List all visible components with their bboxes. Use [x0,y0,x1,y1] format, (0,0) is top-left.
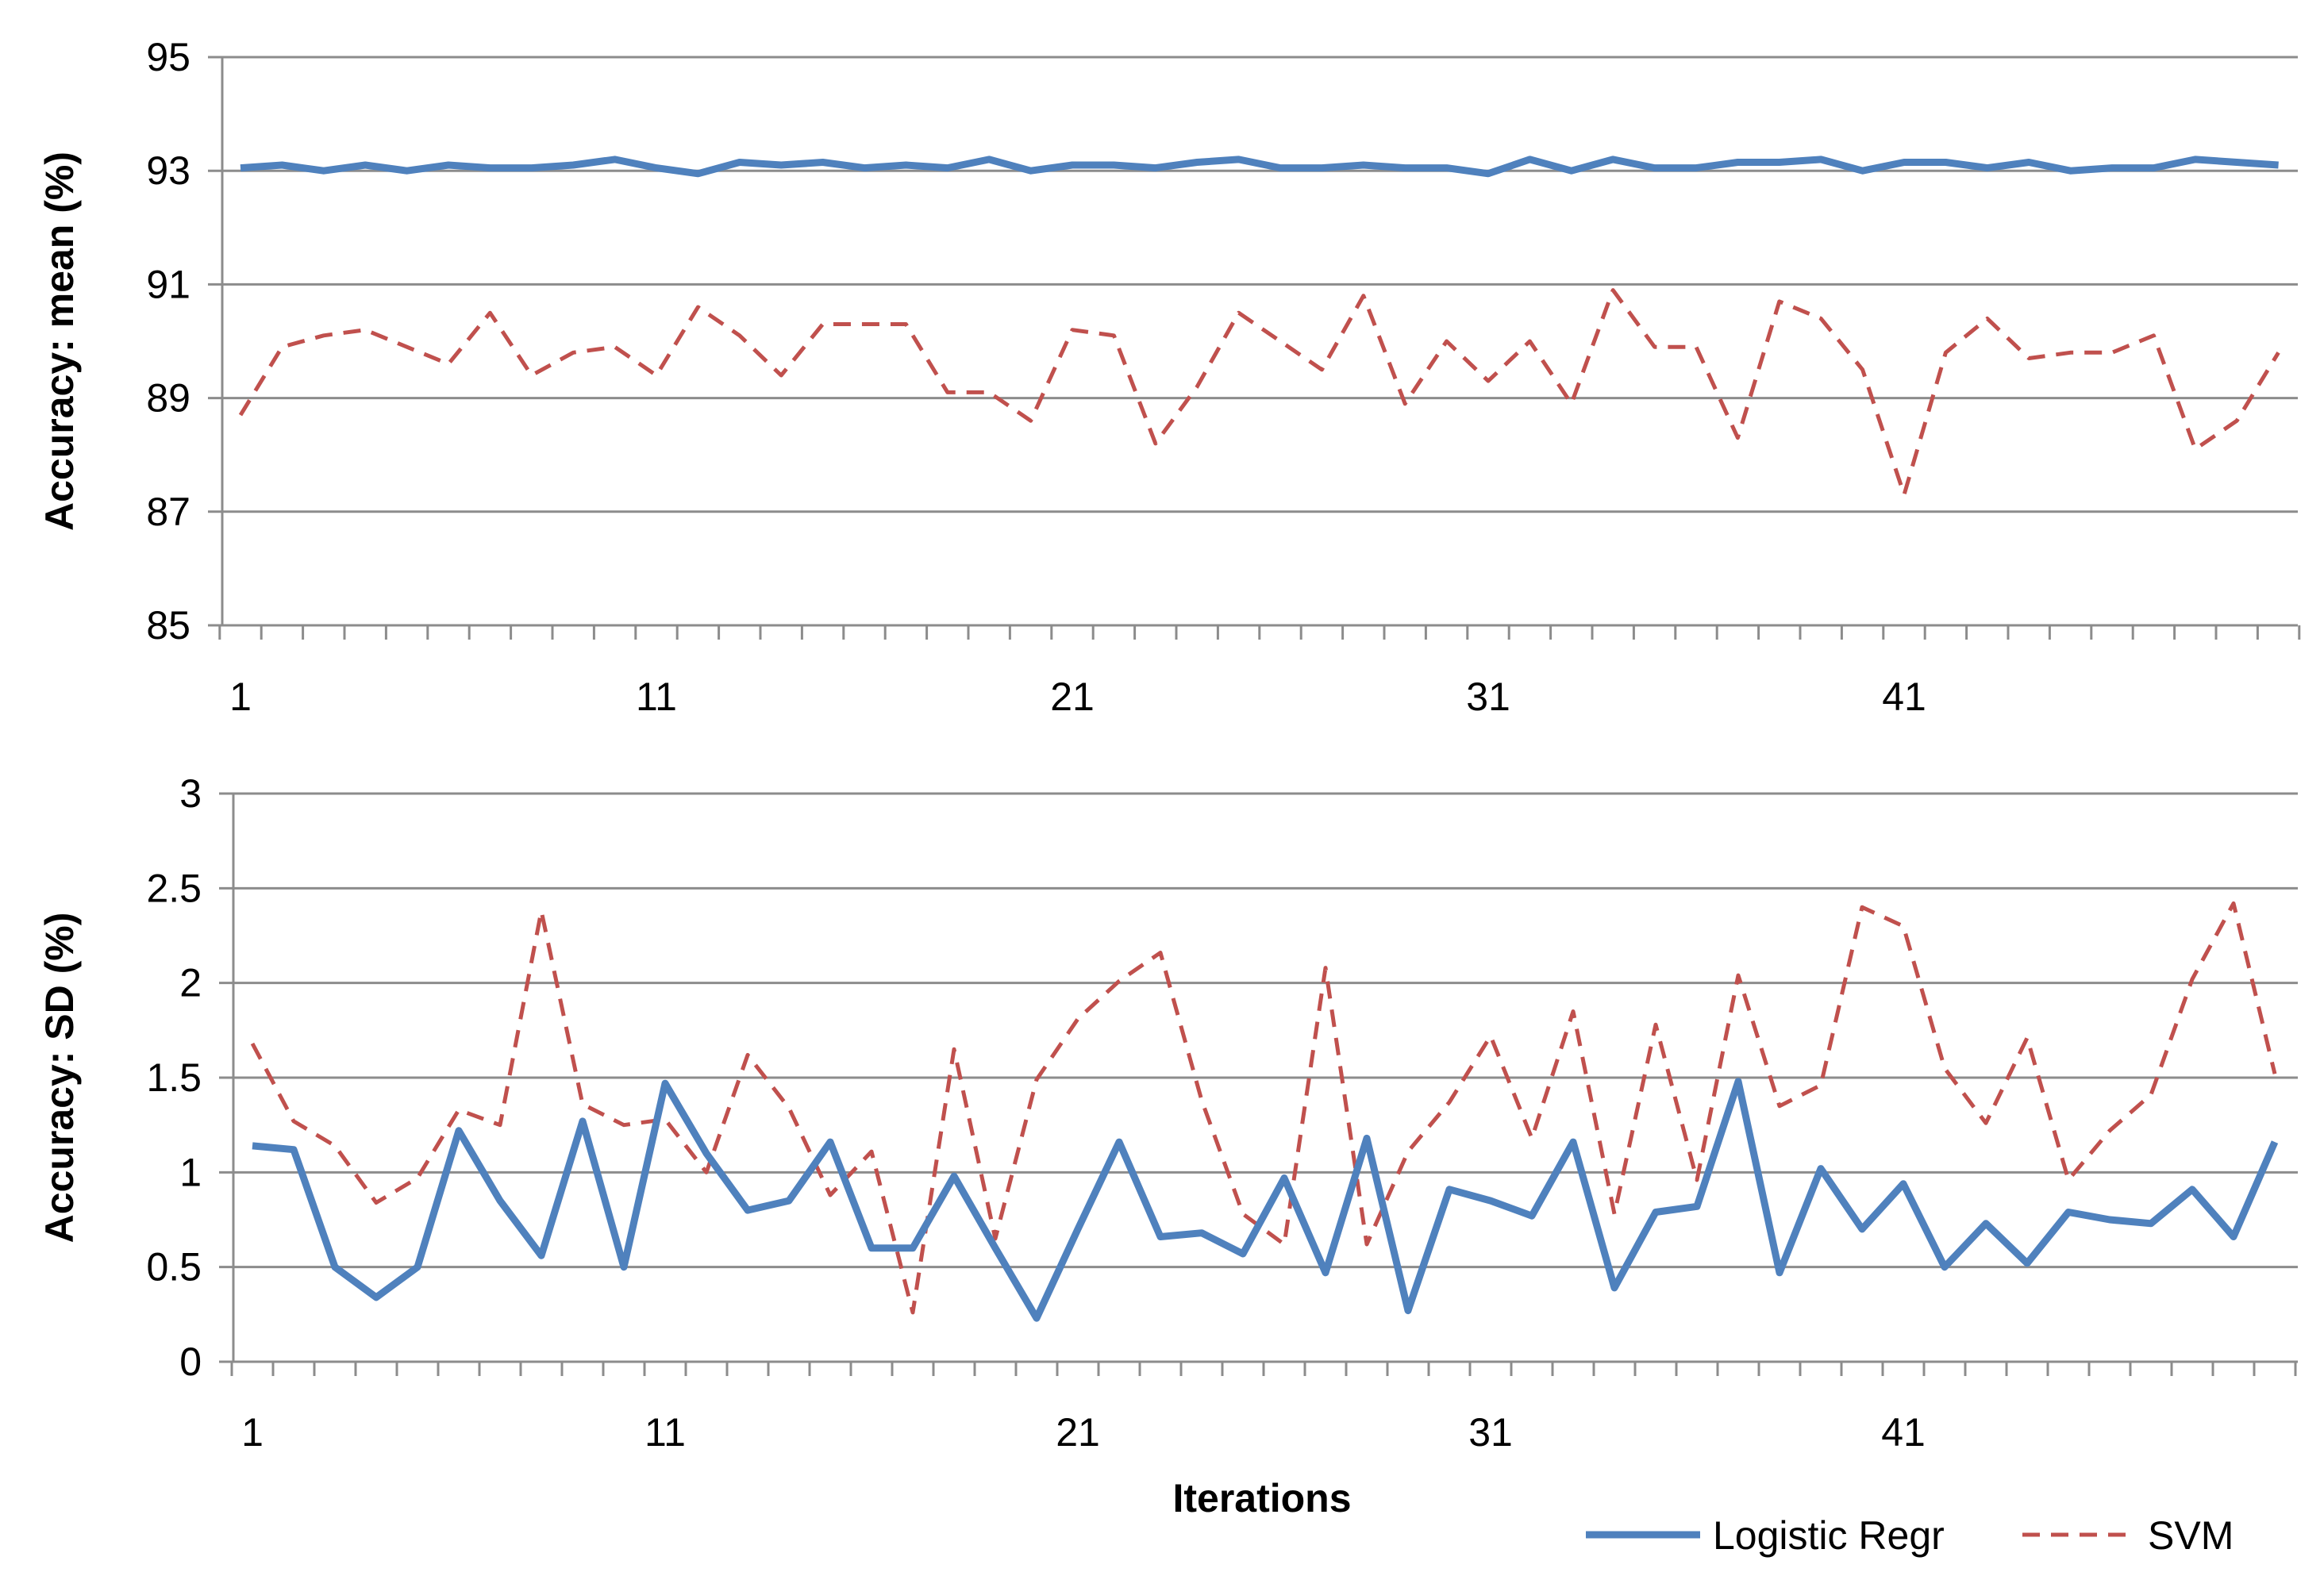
y-tick-label: 2.5 [146,866,202,910]
x-tick-label: 11 [636,675,677,719]
x-tick-label: 21 [1050,675,1095,719]
series-line-svm [238,288,2280,497]
x-tick-label: 41 [1882,675,1926,719]
series-line-svm [250,901,2277,1315]
y-tick-label: 1.5 [146,1055,202,1100]
y-tick-label: 89 [146,376,190,421]
x-tick-label: 41 [1881,1410,1926,1455]
legend: Logistic Regr SVM [1586,1513,2234,1558]
x-tick-label: 1 [241,1410,264,1455]
x-tick-label: 21 [1056,1410,1100,1455]
y-tick-label: 0 [179,1340,202,1384]
x-tick-label: 31 [1468,1410,1513,1455]
y-tick-label: 0.5 [146,1245,202,1290]
series-line-logistic-regr [240,156,2279,178]
legend-label-logistic-regr: Logistic Regr [1713,1513,1945,1558]
y-tick-label: 3 [179,771,202,816]
y-axis-title: Accuracy: SD (%) [37,913,82,1244]
x-tick-label: 11 [644,1410,686,1455]
x-axis-title: Iterations [1172,1476,1351,1520]
y-tick-label: 87 [146,490,190,534]
legend-label-svm: SVM [2148,1513,2234,1558]
y-tick-label: 1 [179,1150,202,1194]
y-tick-label: 91 [146,262,190,306]
series-line-logistic-regr [252,1078,2279,1322]
y-tick-label: 95 [146,35,190,79]
y-axis-title: Accuracy: mean (%) [37,152,82,531]
y-tick-label: 85 [146,603,190,648]
x-tick-label: 31 [1466,675,1510,719]
x-tick-label: 1 [229,675,252,719]
y-tick-label: 93 [146,148,190,193]
y-tick-label: 2 [179,961,202,1005]
